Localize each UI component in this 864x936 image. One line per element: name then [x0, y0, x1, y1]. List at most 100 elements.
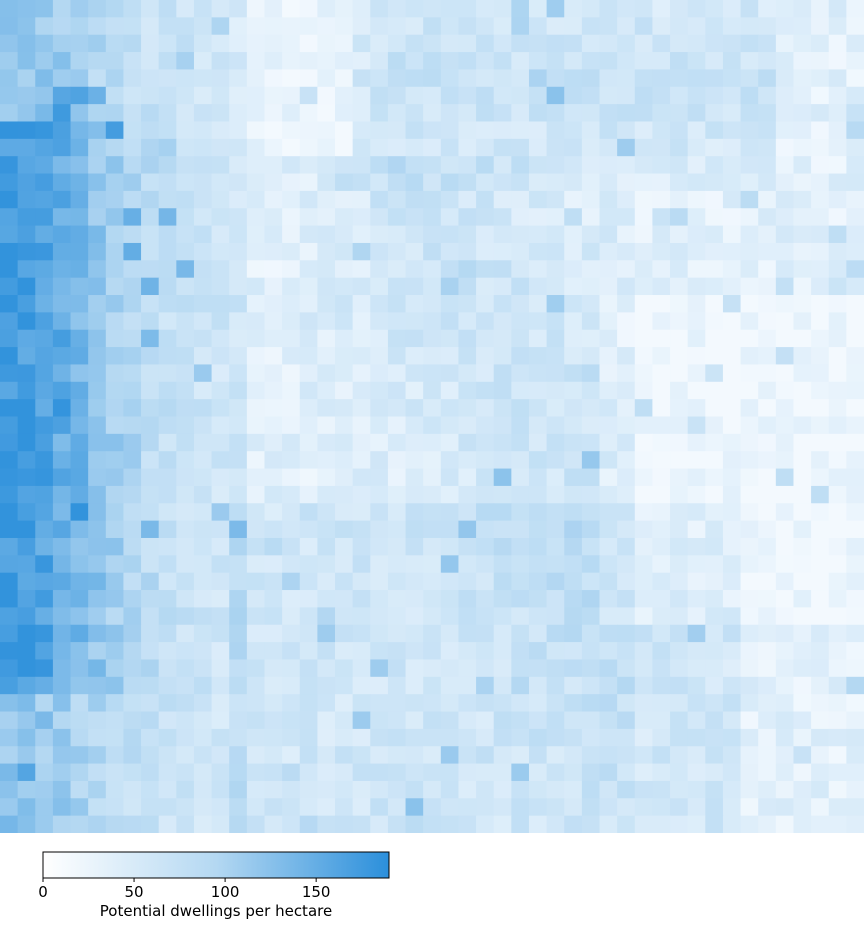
heatmap-cell — [158, 815, 177, 833]
heatmap-cell — [176, 295, 195, 313]
heatmap-cell — [387, 69, 407, 88]
heatmap-cell — [335, 659, 354, 678]
heatmap-cell — [581, 173, 601, 192]
heatmap-cell — [705, 208, 724, 227]
heatmap-cell — [758, 503, 777, 522]
heatmap-cell — [440, 104, 460, 123]
heatmap-cell — [105, 104, 125, 123]
heatmap-cell — [670, 0, 689, 18]
heatmap-cell — [652, 537, 671, 556]
heatmap-cell — [352, 607, 371, 626]
heatmap-cell — [317, 485, 336, 504]
heatmap-cell — [846, 503, 864, 522]
heatmap-cell — [458, 190, 477, 209]
heatmap-cell — [246, 0, 266, 18]
heatmap-cell — [35, 451, 54, 470]
heatmap-cell — [793, 69, 812, 88]
heatmap-cell — [687, 347, 706, 366]
heatmap-cell — [317, 381, 336, 400]
heatmap-cell — [17, 572, 36, 591]
heatmap-cell — [793, 86, 812, 105]
heatmap-cell — [52, 468, 72, 487]
heatmap-cell — [299, 746, 318, 765]
heatmap-cell — [493, 485, 512, 504]
heatmap-cell — [740, 676, 759, 695]
heatmap-cell — [123, 590, 142, 608]
heatmap-cell — [581, 468, 601, 487]
heatmap-cell — [52, 694, 72, 713]
heatmap-cell — [440, 208, 460, 227]
heatmap-cell — [440, 225, 460, 244]
heatmap-cell — [299, 555, 318, 574]
heatmap-cell — [811, 451, 830, 470]
colorbar-tick-label: 0 — [38, 883, 48, 901]
heatmap-cell — [740, 659, 759, 678]
heatmap-cell — [229, 555, 248, 574]
heatmap-cell — [811, 312, 830, 331]
heatmap-cell — [511, 208, 530, 227]
heatmap-cell — [88, 572, 107, 591]
heatmap-cell — [211, 815, 230, 833]
heatmap-cell — [846, 0, 864, 18]
heatmap-cell — [299, 190, 318, 209]
heatmap-cell — [52, 329, 72, 348]
heatmap-cell — [687, 295, 706, 313]
heatmap-cell — [17, 277, 36, 296]
heatmap-cell — [70, 0, 89, 18]
heatmap-cell — [370, 763, 389, 782]
heatmap-cell — [387, 17, 407, 36]
heatmap-cell — [387, 590, 407, 608]
heatmap-cell — [105, 555, 125, 574]
heatmap-cell — [193, 138, 213, 157]
heatmap-cell — [775, 242, 795, 261]
heatmap-cell — [211, 242, 230, 261]
heatmap-cell — [828, 572, 847, 591]
heatmap-cell — [458, 468, 477, 487]
heatmap-cell — [493, 780, 512, 799]
heatmap-cell — [722, 590, 742, 608]
heatmap-cell — [617, 416, 636, 435]
heatmap-cell — [88, 138, 107, 157]
heatmap-cell — [370, 485, 389, 504]
heatmap-cell — [493, 746, 512, 765]
heatmap-cell — [546, 694, 565, 713]
heatmap-cell — [52, 676, 72, 695]
heatmap-cell — [617, 503, 636, 522]
heatmap-cell — [282, 208, 301, 227]
heatmap-cell — [440, 173, 460, 192]
heatmap-cell — [458, 607, 477, 626]
heatmap-cell — [229, 642, 248, 661]
heatmap-cell — [758, 0, 777, 18]
heatmap-cell — [493, 312, 512, 331]
heatmap-cell — [687, 590, 706, 608]
heatmap-cell — [158, 416, 177, 435]
heatmap-cell — [211, 746, 230, 765]
heatmap-cell — [229, 208, 248, 227]
heatmap-cell — [599, 86, 618, 105]
heatmap-cell — [493, 798, 512, 817]
heatmap-cell — [193, 572, 213, 591]
heatmap-cell — [0, 798, 19, 817]
heatmap-cell — [793, 277, 812, 296]
heatmap-cell — [141, 225, 160, 244]
heatmap-cell — [634, 347, 654, 366]
heatmap-cell — [387, 242, 407, 261]
heatmap-cell — [105, 746, 125, 765]
heatmap-cell — [652, 69, 671, 88]
heatmap-cell — [440, 242, 460, 261]
heatmap-cell — [70, 364, 89, 383]
heatmap-cell — [564, 242, 583, 261]
heatmap-cell — [193, 416, 213, 435]
heatmap-cell — [599, 416, 618, 435]
heatmap-cell — [317, 728, 336, 747]
heatmap-cell — [740, 711, 759, 730]
heatmap-cell — [299, 815, 318, 833]
density-heatmap — [0, 0, 864, 833]
heatmap-cell — [740, 347, 759, 366]
heatmap-cell — [811, 138, 830, 157]
heatmap-cell — [652, 520, 671, 539]
heatmap-cell — [599, 728, 618, 747]
heatmap-cell — [299, 590, 318, 608]
heatmap-cell — [670, 156, 689, 175]
heatmap-cell — [493, 34, 512, 53]
